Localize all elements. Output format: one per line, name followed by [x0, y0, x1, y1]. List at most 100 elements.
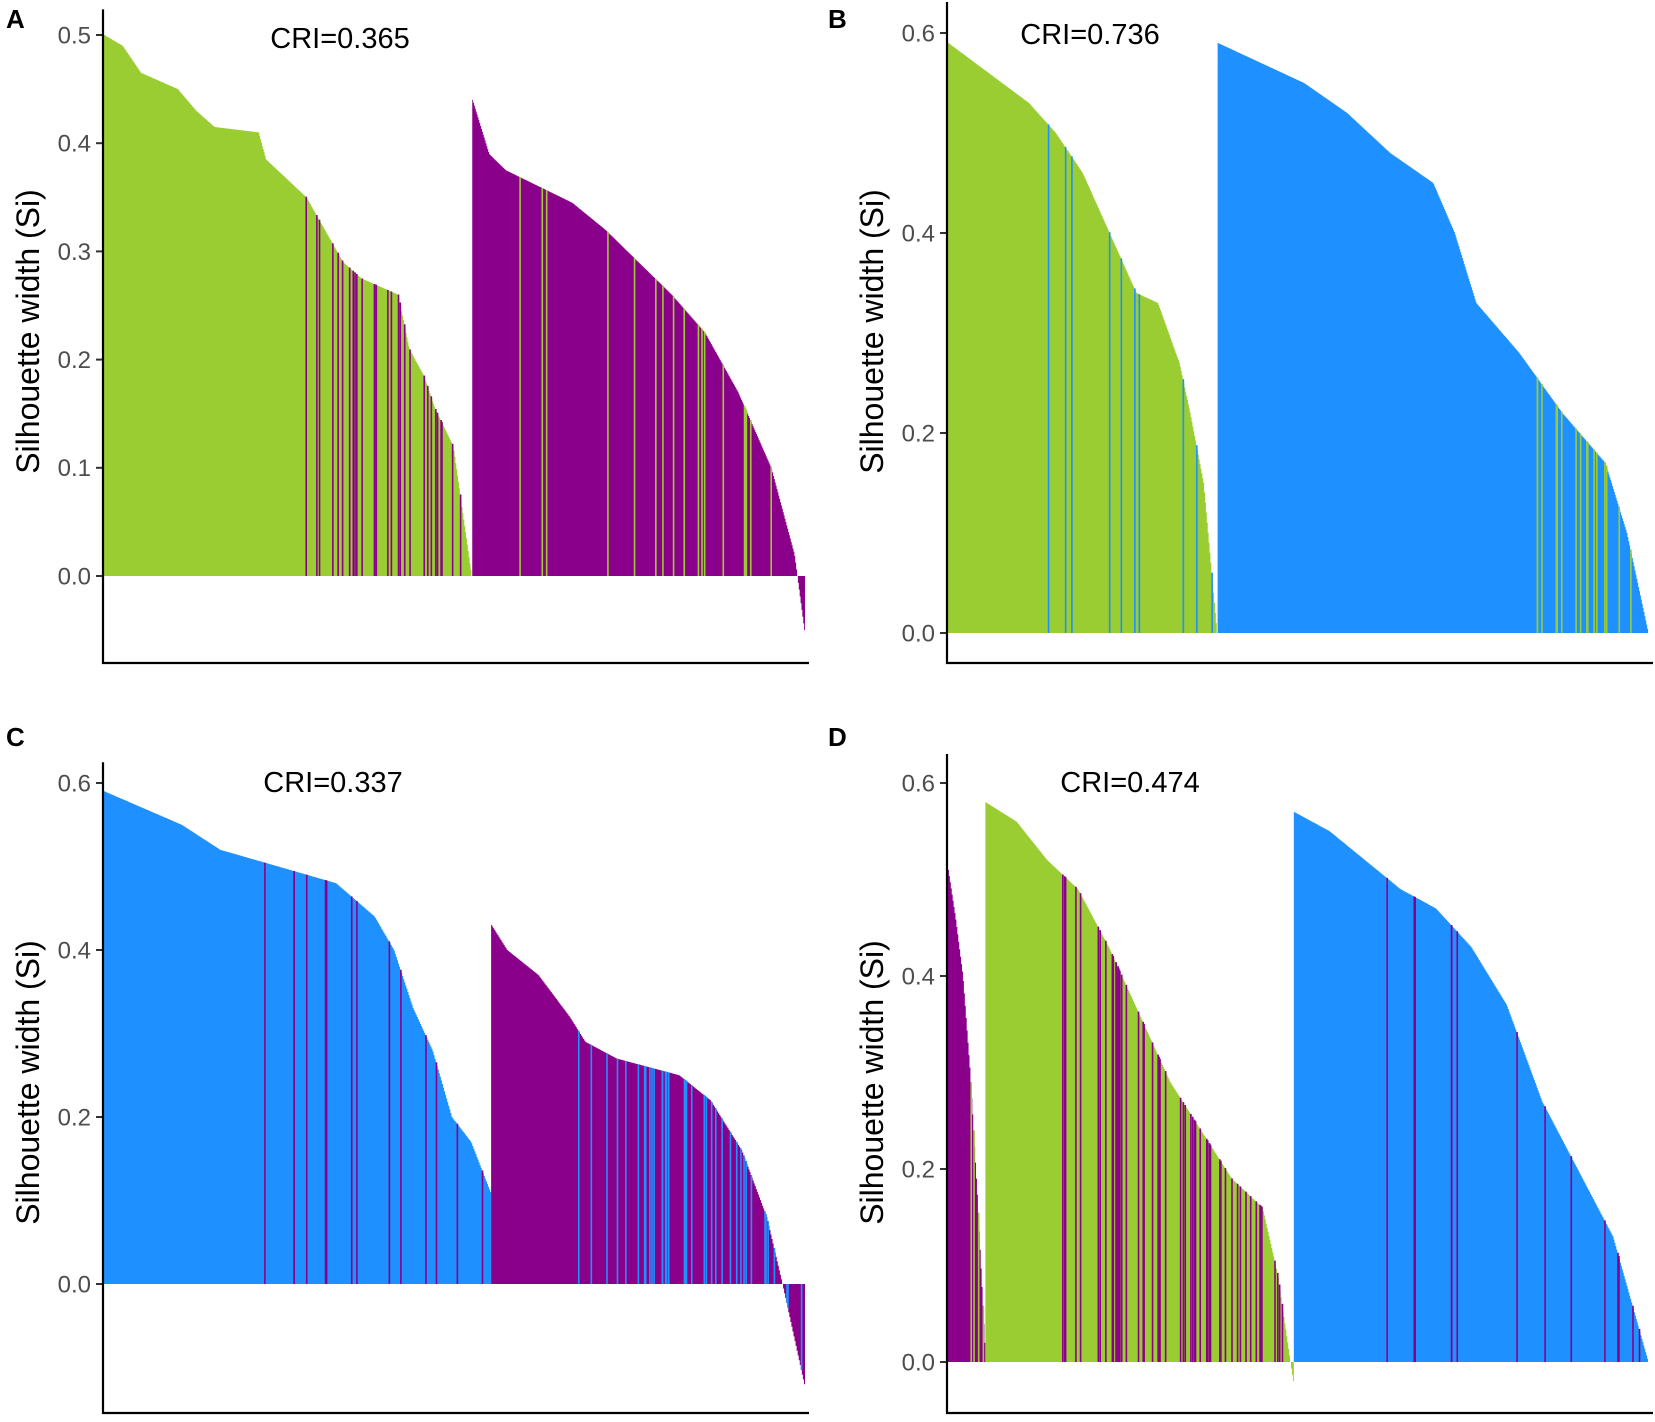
misassigned-bar — [434, 409, 437, 576]
misassigned-bar — [1604, 461, 1606, 633]
y-tick-label: 0.0 — [58, 563, 91, 590]
misassigned-bar — [1193, 1119, 1196, 1362]
y-ticks: 0.0 0.1 0.2 0.3 0.4 0.5 — [58, 22, 103, 590]
misassigned-bar — [1414, 896, 1416, 1362]
misassigned-bar — [1209, 1144, 1212, 1362]
misassigned-bar — [1618, 506, 1621, 633]
y-tick-label: 0.0 — [58, 1271, 91, 1298]
cluster-bars-cluster-1 — [104, 791, 492, 1284]
misassigned-bar — [305, 196, 308, 576]
misassigned-bar — [773, 1247, 776, 1284]
misassigned-bar — [1604, 1220, 1606, 1362]
y-tick-label: 0.6 — [902, 20, 935, 47]
misassigned-bar — [1618, 1256, 1620, 1362]
misassigned-bar — [710, 1101, 713, 1284]
chart-title: CRI=0.736 — [1020, 19, 1159, 51]
misassigned-bar — [690, 1084, 693, 1284]
y-tick-label: 0.3 — [58, 239, 91, 266]
misassigned-bar — [1134, 288, 1136, 633]
panel-c: C CRI=0.337 Silhouette width (Si) 0.0 0.2… — [6, 722, 809, 1415]
misassigned-bar — [1208, 1143, 1211, 1362]
misassigned-bar — [350, 896, 353, 1284]
bar-series — [948, 802, 1649, 1382]
misassigned-bar — [1595, 452, 1598, 633]
misassigned-bar — [436, 412, 439, 576]
y-ticks: 0.0 0.2 0.4 0.6 — [58, 770, 103, 1298]
cluster-bars-cluster-2 — [1217, 43, 1649, 633]
y-ticks: 0.0 0.2 0.4 0.6 — [902, 770, 947, 1376]
misassigned-bar — [1277, 1272, 1279, 1362]
axis-frame — [945, 754, 1653, 1415]
misassigned-bar — [800, 1284, 803, 1370]
misassigned-bar — [1556, 405, 1559, 633]
misassigned-bar — [1575, 428, 1577, 633]
misassigned-bar — [744, 407, 747, 576]
panel-letter: D — [828, 722, 847, 752]
misassigned-bar — [341, 260, 344, 576]
misassigned-bar — [606, 1053, 608, 1284]
misassigned-bar — [767, 1221, 769, 1284]
misassigned-bar — [664, 1071, 667, 1284]
misassigned-bar — [1516, 1031, 1518, 1362]
misassigned-bar — [324, 880, 327, 1284]
misassigned-bar — [1118, 968, 1120, 1362]
misassigned-bar — [1075, 886, 1077, 1362]
misassigned-bar — [1386, 877, 1388, 1362]
misassigned-bar — [701, 328, 703, 576]
misassigned-bar — [293, 871, 295, 1284]
misassigned-bar — [1593, 449, 1595, 633]
misassigned-bar — [348, 267, 351, 576]
y-tick-label: 0.2 — [902, 1156, 935, 1183]
bar-series — [104, 35, 805, 631]
misassigned-bar — [481, 1170, 484, 1284]
misassigned-bar — [1450, 925, 1453, 1362]
misassigned-bar — [1120, 258, 1123, 633]
misassigned-bar — [1456, 931, 1459, 1362]
misassigned-bar — [665, 1071, 668, 1284]
misassigned-bar — [356, 900, 358, 1284]
misassigned-bar — [1249, 1196, 1252, 1362]
cluster-bars-cluster-2 — [985, 802, 1294, 1382]
misassigned-bar — [1586, 440, 1588, 633]
misassigned-bar — [316, 215, 318, 576]
misassigned-bar — [337, 252, 339, 576]
misassigned-bar — [1555, 403, 1558, 633]
misassigned-bar — [1579, 433, 1582, 633]
misassigned-bar — [1211, 572, 1213, 633]
misassigned-bar — [451, 443, 454, 576]
cluster-bars-cluster-1 — [948, 43, 1218, 633]
y-tick-label: 0.4 — [902, 220, 935, 247]
y-tick-label: 0.2 — [58, 347, 91, 374]
misassigned-bar — [1638, 1328, 1641, 1362]
misassigned-bar — [977, 1212, 980, 1362]
y-axis-label: Silhouette width (Si) — [854, 189, 890, 474]
y-tick-label: 0.2 — [902, 420, 935, 447]
misassigned-bar — [1261, 1206, 1263, 1362]
misassigned-bar — [545, 190, 548, 577]
misassigned-bar — [1245, 1191, 1247, 1362]
misassigned-bar — [637, 1064, 640, 1284]
misassigned-bar — [1586, 442, 1589, 633]
misassigned-bar — [1111, 954, 1114, 1362]
misassigned-bar — [456, 1123, 459, 1284]
panel-b: B CRI=0.736 Silhouette width (Si) 0.0 0.2… — [828, 2, 1653, 665]
misassigned-bar — [1120, 974, 1123, 1362]
misassigned-bar — [1196, 445, 1198, 633]
misassigned-bar — [1190, 1113, 1192, 1362]
misassigned-bar — [577, 1030, 580, 1284]
misassigned-bar — [1259, 1204, 1261, 1362]
cluster-bars-cluster-2 — [472, 99, 805, 631]
misassigned-bar — [643, 1065, 646, 1284]
misassigned-bar — [1179, 1097, 1182, 1362]
misassigned-bar — [1219, 1160, 1222, 1362]
misassigned-bar — [1099, 930, 1102, 1362]
misassigned-bar — [655, 278, 657, 576]
misassigned-bar — [1236, 1183, 1239, 1362]
misassigned-bar — [1105, 940, 1107, 1362]
y-tick-label: 0.4 — [902, 963, 935, 990]
misassigned-bar — [770, 466, 772, 576]
misassigned-bar — [651, 1067, 653, 1284]
misassigned-bar — [662, 285, 664, 576]
